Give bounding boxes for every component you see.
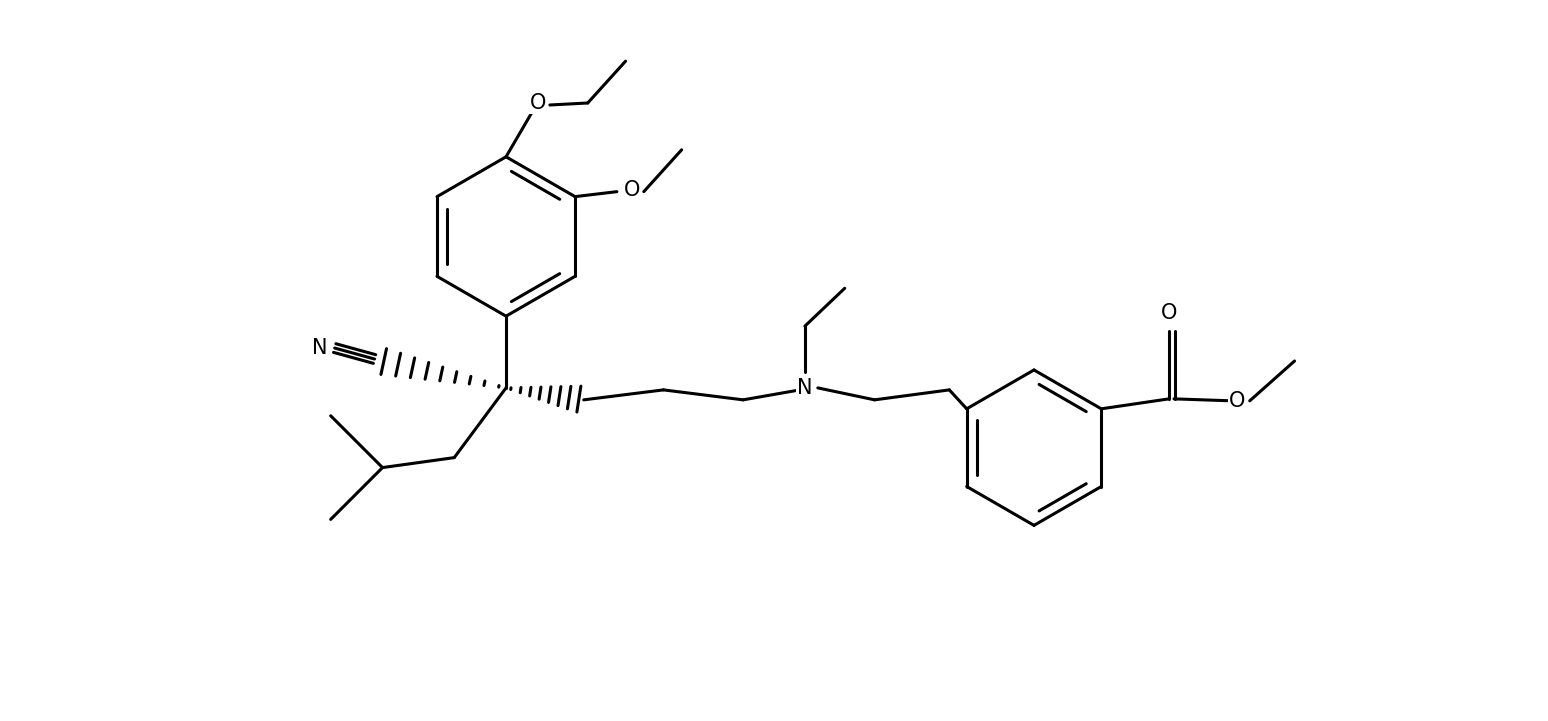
Text: O: O [529, 93, 546, 113]
Text: O: O [1161, 304, 1176, 323]
Text: N: N [313, 338, 328, 358]
Text: N: N [797, 378, 813, 398]
Text: O: O [624, 180, 639, 200]
Text: O: O [1229, 391, 1245, 411]
